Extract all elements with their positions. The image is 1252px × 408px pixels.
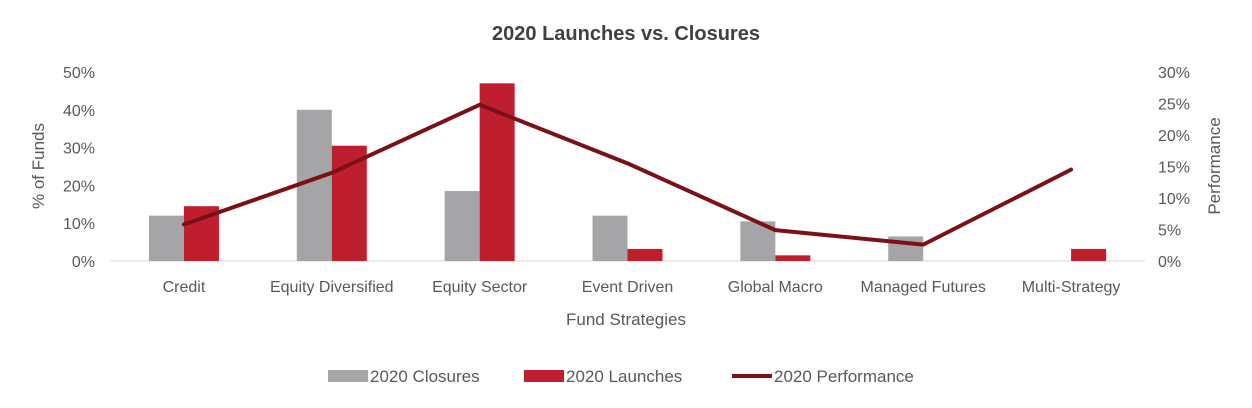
launches-bar-4 bbox=[775, 255, 811, 261]
y2-axis-ticks: 0% 5% 10% 15% 20% 25% 30% bbox=[1158, 65, 1190, 271]
y2-tick-label: 15% bbox=[1158, 160, 1190, 177]
y-tick-label: 0% bbox=[72, 254, 95, 271]
closures-bar-1 bbox=[296, 109, 332, 261]
x-tick-label: Credit bbox=[163, 279, 206, 296]
y-axis-ticks: 0% 10% 20% 30% 40% 50% bbox=[63, 65, 95, 271]
y-axis-title: % of Funds bbox=[29, 123, 48, 209]
x-tick-label: Equity Sector bbox=[432, 279, 528, 296]
y2-tick-label: 10% bbox=[1158, 191, 1190, 208]
y-tick-label: 40% bbox=[63, 103, 95, 120]
x-axis-title: Fund Strategies bbox=[566, 310, 686, 329]
y2-axis-title: Performance bbox=[1205, 117, 1224, 214]
x-tick-label: Equity Diversified bbox=[270, 279, 394, 296]
legend-label-2: 2020 Performance bbox=[774, 367, 914, 386]
legend-swatch-1 bbox=[524, 370, 564, 382]
launches-bar-3 bbox=[627, 248, 663, 261]
y-tick-label: 30% bbox=[63, 141, 95, 158]
x-axis-ticks: Credit Equity Diversified Equity Sector Eve… bbox=[163, 279, 1121, 296]
x-tick-label: Event Driven bbox=[582, 279, 674, 296]
launches-bar-6 bbox=[1071, 248, 1107, 261]
closures-bar-0 bbox=[148, 215, 184, 261]
y2-tick-label: 5% bbox=[1158, 223, 1181, 240]
x-tick-label: Multi-Strategy bbox=[1022, 279, 1121, 296]
y-tick-label: 20% bbox=[63, 178, 95, 195]
chart-title: 2020 Launches vs. Closures bbox=[492, 23, 760, 45]
y2-tick-label: 20% bbox=[1158, 128, 1190, 145]
legend-label-1: 2020 Launches bbox=[566, 367, 682, 386]
x-tick-label: Managed Futures bbox=[861, 279, 986, 296]
closures-bar-3 bbox=[592, 215, 628, 261]
y-tick-label: 10% bbox=[63, 216, 95, 233]
y2-tick-label: 0% bbox=[1158, 254, 1181, 271]
bars bbox=[148, 83, 1107, 261]
y-tick-label: 50% bbox=[63, 65, 95, 82]
legend: 2020 Closures 2020 Launches 2020 Performan… bbox=[328, 367, 914, 386]
legend-swatch-0 bbox=[328, 370, 368, 382]
legend-label-0: 2020 Closures bbox=[370, 367, 480, 386]
y2-tick-label: 30% bbox=[1158, 65, 1190, 82]
performance-line-layer bbox=[181, 102, 1074, 247]
y2-tick-label: 25% bbox=[1158, 97, 1190, 114]
closures-bar-2 bbox=[444, 191, 480, 261]
x-tick-label: Global Macro bbox=[728, 279, 823, 296]
